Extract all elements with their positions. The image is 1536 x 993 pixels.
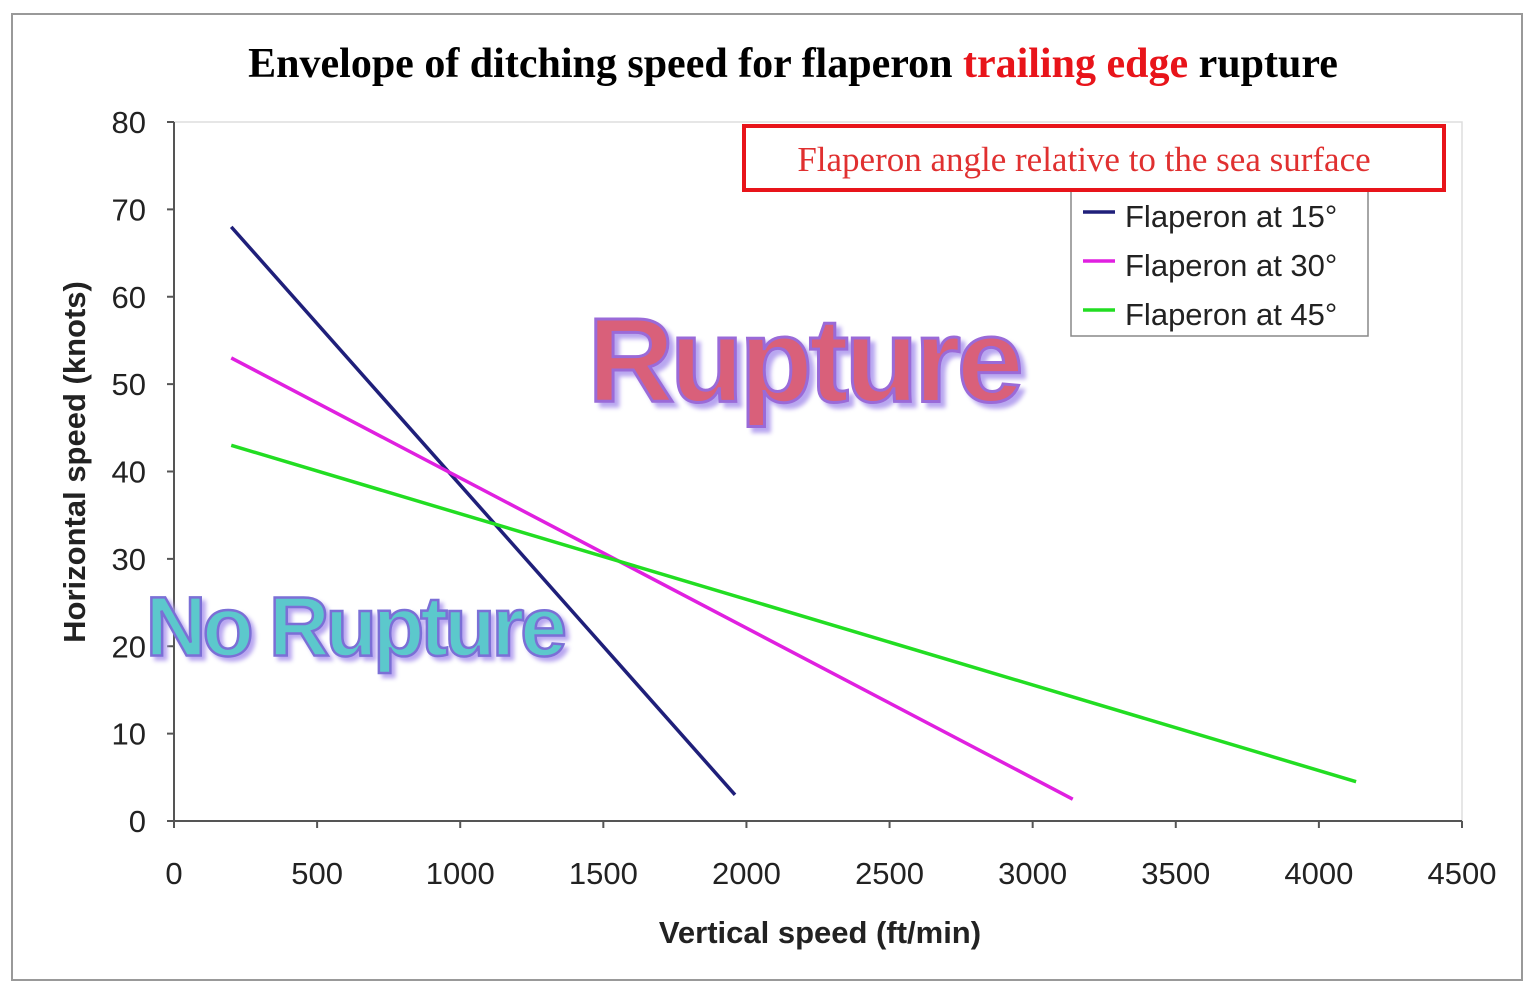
- x-tick-label: 3500: [1141, 856, 1210, 891]
- no-rupture-region-label: No Rupture: [146, 580, 565, 674]
- legend-entry: Flaperon at 45°: [1125, 297, 1337, 332]
- legend-entry: Flaperon at 15°: [1125, 199, 1337, 234]
- x-axis-label: Vertical speed (ft/min): [659, 915, 981, 950]
- legend-title: Flaperon angle relative to the sea surfa…: [797, 140, 1370, 179]
- title-highlight: trailing edge: [963, 41, 1188, 87]
- x-tick-label: 2500: [855, 856, 924, 891]
- legend: Flaperon angle relative to the sea surfa…: [742, 124, 1446, 337]
- x-tick-label: 1500: [569, 856, 638, 891]
- y-tick-label: 20: [112, 629, 146, 664]
- y-tick-label: 60: [112, 280, 146, 315]
- y-tick-label: 80: [112, 105, 146, 140]
- y-tick-label: 30: [112, 542, 146, 577]
- series-line-2: [230, 356, 1074, 801]
- y-tick-label: 40: [112, 455, 146, 490]
- x-tick-label: 2000: [712, 856, 781, 891]
- series-line-1: [229, 225, 737, 796]
- title-part-1: Envelope of ditching speed for flaperon: [248, 41, 963, 87]
- x-tick-label: 1000: [426, 856, 495, 891]
- y-axis-label: Horizontal speed (knots): [57, 281, 92, 643]
- legend-title-box: [742, 124, 1446, 192]
- legend-box: [1070, 189, 1369, 337]
- legend-entry: Flaperon at 30°: [1125, 248, 1337, 283]
- x-tick-label: 3000: [998, 856, 1067, 891]
- x-tick-label: 4500: [1428, 856, 1497, 891]
- rupture-region-label: Rupture: [588, 294, 1020, 428]
- series-line-3: [230, 443, 1357, 784]
- x-tick-label: 4000: [1284, 856, 1353, 891]
- y-tick-label: 50: [112, 367, 146, 402]
- title-part-3: rupture: [1188, 41, 1338, 87]
- y-tick-label: 70: [112, 192, 146, 227]
- y-tick-label: 10: [112, 717, 146, 752]
- plot-area: 0 500 1000 1500 2000 2500 3000 3500 4000 4500 0 10 2…: [112, 105, 1497, 891]
- x-tick-label: 0: [165, 856, 182, 891]
- chart-title: Envelope of ditching speed for flaperon …: [248, 41, 1338, 87]
- x-tick-label: 500: [291, 856, 343, 891]
- y-tick-label: 0: [129, 804, 146, 839]
